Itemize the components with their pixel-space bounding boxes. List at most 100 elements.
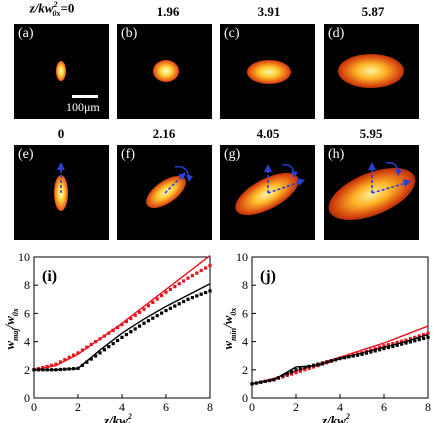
- series-dot-red: [160, 294, 164, 298]
- series-dot-red: [164, 290, 168, 294]
- series-dot-red: [408, 337, 412, 341]
- panel-b-label: (b): [121, 26, 138, 41]
- x-tick-label: 4: [119, 400, 125, 414]
- series-dot-red: [290, 372, 294, 376]
- y-tick-label: 4: [24, 335, 30, 349]
- series-dot-black: [422, 336, 426, 341]
- series-dot-black: [111, 341, 115, 346]
- series-dot-red: [155, 297, 159, 301]
- series-dot-black: [373, 349, 377, 353]
- series-dot-black: [303, 365, 307, 370]
- panel-h: (h): [324, 145, 419, 240]
- series-dot-black: [364, 351, 368, 355]
- axis-arrow-icon: [57, 162, 65, 193]
- series-dot-black: [63, 367, 67, 371]
- z-sub: 0x: [52, 8, 61, 18]
- series-dot-black: [160, 311, 164, 315]
- series-dot-red: [67, 355, 71, 359]
- series-dot-black: [320, 361, 324, 365]
- series-line-red: [251, 325, 429, 385]
- panel-g: (g): [220, 145, 315, 240]
- series-dot-red: [89, 342, 93, 347]
- panel-label: (i): [42, 268, 57, 285]
- series-dot-red: [208, 263, 212, 268]
- series-dot-red: [63, 358, 67, 362]
- series-dot-black: [250, 382, 254, 386]
- series-dot-black: [378, 348, 382, 352]
- series-dot-red: [378, 345, 382, 349]
- series-dot-black: [80, 363, 84, 367]
- series-dot-black: [356, 353, 360, 357]
- beam-spot: [153, 60, 179, 82]
- label-b: 1.96: [156, 4, 180, 19]
- series-dot-black: [272, 378, 276, 382]
- series-dot-red: [102, 334, 106, 338]
- z-val: =0: [60, 0, 75, 16]
- series-dot-red: [195, 271, 199, 275]
- series-dot-black: [182, 299, 186, 304]
- label-d: 5.87: [361, 4, 385, 19]
- series-dot-red: [199, 268, 203, 273]
- y-tick-label: 8: [242, 278, 248, 292]
- x-tick-label: 8: [207, 400, 213, 414]
- series-dot-black: [146, 319, 150, 323]
- y-axis-label-group: wmaj/w0x: [2, 308, 20, 349]
- series-dot-red: [307, 366, 311, 370]
- z-sup: 2: [53, 0, 58, 9]
- series-dot-black: [186, 297, 190, 301]
- series-dot-black: [102, 348, 106, 352]
- y-tick-label: 10: [236, 250, 248, 264]
- panel-d-label: (d): [328, 26, 345, 41]
- series-dot-red: [50, 363, 54, 367]
- series-dot-black: [94, 354, 98, 358]
- series-dot-black: [408, 340, 412, 344]
- series-dot-red: [285, 373, 289, 378]
- plot-frame: [33, 256, 211, 399]
- panel-c: (c): [220, 24, 315, 119]
- y-tick-label: 2: [24, 363, 30, 377]
- x-axis-label: z/kw20x: [321, 412, 353, 423]
- series-dot-black: [124, 332, 128, 337]
- series-dot-black: [382, 347, 386, 351]
- panel-f-label: (f): [121, 147, 135, 162]
- series-dot-red: [298, 369, 302, 373]
- series-dot-red: [294, 371, 298, 375]
- panel-f: (f): [117, 145, 212, 240]
- panel-label: (j): [260, 268, 276, 285]
- series-dot-black: [72, 367, 76, 371]
- series-dot-red: [98, 337, 102, 341]
- panel-h-label: (h): [328, 147, 345, 162]
- panel-c-label: (c): [224, 26, 240, 41]
- series-dot-red: [142, 307, 146, 311]
- series-dot-red: [426, 331, 430, 335]
- rotation-arrow-icon: [368, 161, 411, 194]
- series-dot-red: [80, 348, 84, 352]
- label-h: 5.95: [359, 126, 383, 141]
- y-tick-label: 2: [242, 363, 248, 377]
- series-dot-black: [120, 335, 124, 339]
- series-dot-black: [58, 367, 62, 372]
- series-dot-black: [417, 338, 421, 342]
- scale-bar-label: 100μm: [66, 100, 100, 114]
- series-dot-red: [173, 285, 177, 289]
- series-dot-red: [94, 340, 98, 344]
- series-dot-red: [391, 341, 395, 346]
- x-tick-label: 4: [337, 400, 343, 414]
- y-tick-label: 0: [242, 391, 248, 405]
- chart-j: 0 2 4 6 8 0 2 4 6 8 10 (j) z/kw20x wmin/w0x: [220, 250, 431, 423]
- series-dot-black: [133, 327, 137, 331]
- series-dot-black: [312, 363, 316, 367]
- x-axis-label: z/kw20x: [103, 412, 135, 423]
- x-tick-label: 6: [381, 400, 387, 414]
- label-e: 0: [57, 126, 65, 141]
- label-c: 3.91: [257, 4, 281, 19]
- series-dot-black: [347, 355, 351, 359]
- series-dot-black: [281, 374, 285, 378]
- series-dot-red: [45, 364, 49, 369]
- series-dot-black: [298, 367, 302, 371]
- series-dot-black: [404, 341, 408, 345]
- series-dot-black: [342, 356, 346, 360]
- y-axis-label: wmaj/w0x: [2, 308, 20, 349]
- series-dot-black: [107, 345, 111, 349]
- panel-a-label: (a): [18, 26, 34, 41]
